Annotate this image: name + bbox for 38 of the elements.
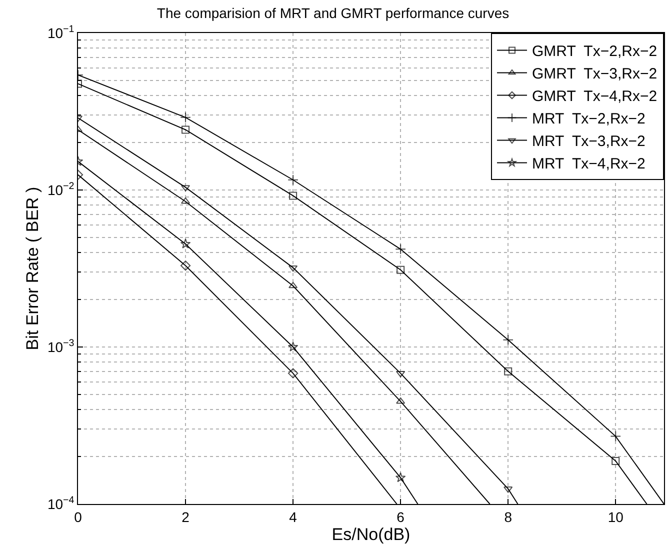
y-tick-label: 10$^{−2}$ [47,181,74,198]
point [396,266,405,274]
legend-label: GMRT Tx−3,Rx−2 [532,66,658,83]
legend-label: GMRT Tx−2,Rx−2 [532,43,658,60]
y-tick-label: 10$^{−1}$ [47,24,74,41]
point [288,174,298,186]
point [288,265,298,272]
point [180,197,190,204]
point [502,334,514,346]
point [395,472,406,482]
x-tick-label: 4 [289,508,298,525]
legend-label: GMRT Tx−4,Rx−2 [532,88,658,106]
point [289,192,298,200]
point [610,430,622,442]
x-tick-label: 0 [74,508,82,525]
point [395,244,406,255]
legend-label: MRT Tx−4,Rx−2 [532,156,646,173]
point [288,368,298,378]
point [288,282,298,288]
x-tick-label: 10 [608,508,624,525]
x-tick-label: 6 [396,508,405,525]
point [288,342,298,352]
point [180,238,191,248]
x-tick-label: 2 [182,508,190,525]
point [396,397,406,404]
point [180,260,191,271]
legend-label: MRT Tx−3,Rx−2 [532,133,646,150]
x-tick-label: 8 [504,508,512,525]
point [182,126,190,134]
legend-label: MRT Tx−2,Rx−2 [532,110,646,128]
point [612,456,620,465]
point [504,367,512,376]
y-tick-label: 10$^{−4}$ [47,495,75,512]
point [180,112,191,123]
x-axis-title: Es/No(dB) [332,524,410,544]
y-tick-label: 10$^{−3}$ [47,338,75,355]
chart-title: The comparision of MRT and GMRT performance curves [156,5,510,22]
y-axis-title: Bit Error Rate ( BER ) [23,186,42,350]
